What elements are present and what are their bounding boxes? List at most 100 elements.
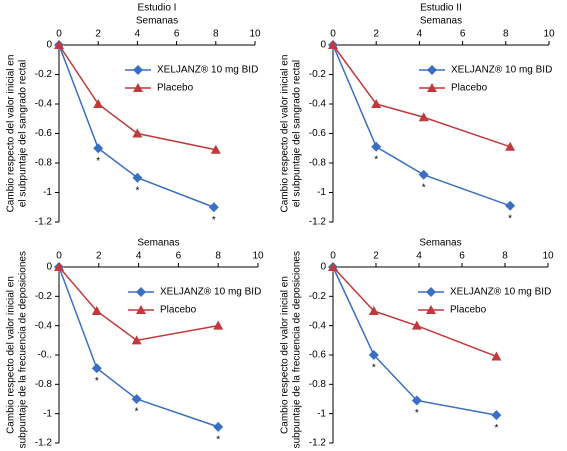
data-point [208, 202, 219, 213]
data-point [411, 320, 422, 330]
data-point [91, 363, 102, 374]
data-point [328, 40, 338, 49]
x-tick-label: 0 [56, 251, 62, 262]
data-point [368, 350, 379, 360]
data-point [505, 200, 516, 211]
legend-marker [427, 65, 437, 75]
y-tick-label: -0.. [38, 350, 52, 361]
legend-marker [133, 83, 143, 92]
y-tick-label: -1.2 [309, 438, 327, 449]
x-tick-label: 8 [215, 251, 221, 262]
data-point [93, 99, 104, 108]
y-tick-label: -0.2 [309, 69, 327, 80]
annotation: * [422, 182, 426, 193]
y-tick-label: 0 [320, 262, 326, 273]
series-line [332, 44, 511, 148]
legend-label: XELJANZ® 10 mg BID [451, 65, 552, 76]
x-axis-label: Semanas [137, 238, 179, 249]
y-axis-label: el subpuntaje del sangrado rectal [292, 60, 303, 207]
data-point [368, 306, 379, 315]
data-point [132, 172, 143, 183]
x-tick-label: 4 [417, 29, 423, 40]
data-point [371, 141, 382, 152]
x-tick-label: 8 [213, 29, 219, 40]
x-tick-label: 0 [330, 29, 336, 40]
x-tick-label: 4 [136, 251, 142, 262]
series-line [332, 44, 511, 207]
x-axis-label: Semanas [419, 238, 461, 249]
x-tick-label: 4 [416, 251, 422, 262]
data-point [210, 144, 221, 154]
x-tick-label: 4 [135, 29, 141, 40]
x-tick-label: 6 [460, 29, 466, 40]
y-axis-label: el subpuntaje de la frecuencia de deposi… [18, 251, 29, 451]
x-tick-label: 8 [502, 251, 508, 262]
series-line [332, 266, 497, 416]
data-point [491, 410, 502, 421]
data-point [411, 395, 422, 406]
y-tick-label: 0 [46, 40, 52, 51]
y-tick-label: -1 [43, 408, 52, 419]
data-point [418, 112, 429, 122]
y-tick-label: -1.2 [35, 217, 53, 228]
y-tick-label: -0.8 [309, 158, 327, 169]
y-axis-label: el subpuntaje de la frecuencia de deposi… [292, 251, 303, 451]
y-tick-label: -0.4 [309, 99, 327, 110]
y-tick-label: 0 [46, 262, 52, 273]
annotation: * [494, 423, 498, 434]
x-tick-label: 2 [95, 29, 101, 40]
legend-marker [427, 83, 437, 92]
legend-label: XELJANZ® 10 mg BID [450, 287, 551, 298]
series-line [58, 44, 216, 151]
x-tick-label: 2 [96, 251, 102, 262]
y-axis-label: Cambio respecto del valor inicial en [6, 55, 17, 213]
data-point [213, 421, 224, 432]
annotation: * [95, 376, 99, 387]
series-line [58, 266, 219, 428]
data-point [328, 262, 338, 271]
data-point [91, 306, 102, 315]
data-point [371, 99, 382, 108]
x-tick-label: 10 [542, 251, 554, 262]
y-tick-label: -1 [43, 187, 52, 198]
y-tick-label: -0.2 [35, 69, 53, 80]
data-point [93, 143, 104, 154]
x-axis-label: Semanas [420, 16, 462, 27]
x-tick-label: 2 [373, 29, 379, 40]
data-point [54, 40, 64, 49]
x-tick-label: 6 [176, 251, 182, 262]
y-tick-label: -1 [317, 187, 326, 198]
chart-title: Estudio II [420, 3, 462, 14]
annotation: * [212, 215, 216, 226]
y-tick-label: -0.4 [35, 99, 53, 110]
x-tick-label: 10 [543, 29, 555, 40]
annotation: * [374, 154, 378, 165]
y-tick-label: -0.8 [35, 379, 53, 390]
annotation: * [135, 185, 139, 196]
x-tick-label: 6 [174, 29, 180, 40]
y-tick-label: -0.4 [35, 320, 53, 331]
legend-marker [136, 287, 146, 297]
legend-marker [426, 287, 436, 297]
x-tick-label: 10 [252, 251, 264, 262]
legend-label: Placebo [157, 83, 194, 94]
y-tick-label: -0.4 [309, 320, 327, 331]
data-point [491, 351, 502, 361]
y-tick-label: -0.8 [35, 158, 53, 169]
data-point [54, 262, 64, 271]
x-tick-label: 8 [503, 29, 509, 40]
y-axis-label: Cambio respecto del valor inicial en [280, 55, 291, 213]
y-tick-label: -0.6 [309, 350, 327, 361]
data-point [132, 128, 143, 138]
data-point [505, 141, 516, 151]
legend-label: Placebo [450, 305, 487, 316]
x-axis-label: Semanas [136, 16, 178, 27]
legend-label: Placebo [451, 83, 488, 94]
legend-label: Placebo [160, 305, 197, 316]
y-axis-label: Cambio respecto del valor inicial en [6, 276, 17, 434]
y-tick-label: -0.8 [309, 379, 327, 390]
annotation: * [135, 407, 139, 418]
x-tick-label: 0 [56, 29, 62, 40]
annotation: * [415, 408, 419, 419]
x-tick-label: 10 [249, 29, 261, 40]
